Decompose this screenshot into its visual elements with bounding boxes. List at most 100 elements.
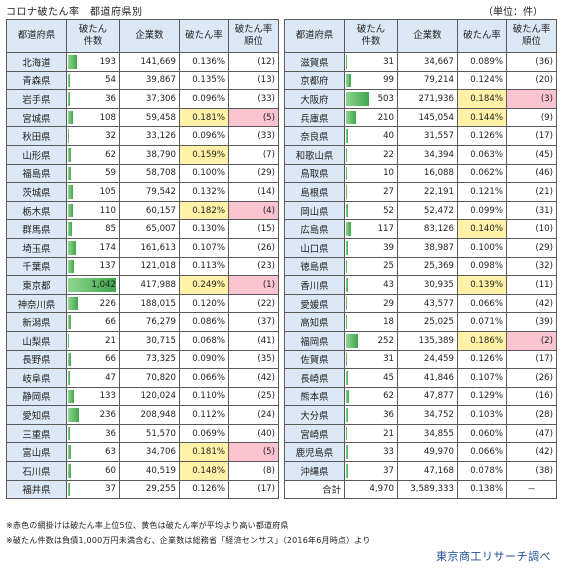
- prefecture-cell: 岐阜県: [6, 368, 67, 388]
- count-value: 21: [383, 428, 394, 439]
- prefecture-cell: 愛媛県: [284, 293, 345, 314]
- rank-cell: (45): [506, 144, 557, 165]
- count-bar: [68, 371, 71, 385]
- count-bar: [68, 240, 76, 255]
- count-cell: 36: [66, 89, 120, 109]
- count-bar: [68, 296, 79, 311]
- prefecture-cell: 大阪府: [284, 89, 345, 109]
- count-cell: 43: [344, 275, 398, 295]
- count-bar: [346, 240, 348, 255]
- companies-cell: 59,458: [119, 107, 180, 128]
- rate-cell: 0.099%: [457, 200, 507, 221]
- table-row: 佐賀県 31 24,459 0.126% (17): [284, 349, 557, 370]
- count-cell: 21: [344, 423, 398, 444]
- prefecture-cell: 佐賀県: [284, 349, 345, 370]
- note-highlight: ※赤色の網掛けは破たん率上位5位、黄色は破たん率が平均より高い都道府県: [6, 521, 289, 530]
- rank-cell: (9): [506, 107, 557, 128]
- rate-cell: 0.113%: [179, 256, 229, 277]
- table-row: 愛知県 236 208,948 0.112% (24): [6, 405, 279, 425]
- count-bar: [346, 203, 349, 218]
- count-bar: [346, 389, 349, 404]
- prefecture-cell: 山口県: [284, 237, 345, 258]
- header-prefecture: 都道府県: [6, 19, 67, 53]
- count-cell: 193: [66, 52, 120, 72]
- companies-cell: 22,191: [397, 182, 458, 202]
- table-row: 岡山県 52 52,472 0.099% (31): [284, 200, 557, 221]
- rank-cell: (10): [506, 219, 557, 239]
- rank-cell: (38): [506, 461, 557, 481]
- count-value: 110: [99, 205, 116, 216]
- rank-cell: (26): [506, 368, 557, 388]
- table-row: 福井県 37 29,255 0.126% (17): [6, 479, 279, 500]
- count-value: 226: [99, 298, 116, 309]
- rank-cell: (29): [228, 163, 279, 184]
- table-row: 徳島県 25 25,369 0.098% (32): [284, 256, 557, 277]
- table-row: 山形県 62 38,790 0.159% (7): [6, 144, 279, 165]
- table-right: 都道府県 破たん 件数 企業数 破たん率 破たん率 順位 滋賀県 31 34,667 0.089%…: [284, 19, 557, 500]
- companies-cell: 30,935: [397, 275, 458, 295]
- rate-cell: 0.096%: [179, 126, 229, 146]
- rate-cell: 0.062%: [457, 163, 507, 184]
- rate-cell: 0.182%: [179, 200, 229, 221]
- count-value: 40: [383, 131, 394, 142]
- table-row: 東京都 1,042 417,988 0.249% (1): [6, 275, 279, 295]
- companies-cell: 47,877: [397, 386, 458, 407]
- companies-cell: 25,025: [397, 312, 458, 332]
- count-value: 252: [377, 335, 394, 346]
- count-cell: 29: [344, 293, 398, 314]
- companies-cell: 52,472: [397, 200, 458, 221]
- table-left: 都道府県 破たん 件数 企業数 破たん率 破たん率 順位 北海道 193 141,669 0.13…: [6, 19, 279, 500]
- count-value: 133: [99, 391, 116, 402]
- rank-cell: (47): [506, 423, 557, 444]
- count-value: 52: [383, 205, 394, 216]
- page-title: コロナ破たん率 都道府県別: [6, 7, 143, 18]
- prefecture-cell: 宮崎県: [284, 423, 345, 444]
- rate-cell: 0.066%: [457, 293, 507, 314]
- rate-cell: 0.069%: [179, 423, 229, 444]
- prefecture-cell: 山形県: [6, 144, 67, 165]
- prefecture-cell: 静岡県: [6, 386, 67, 407]
- count-bar: [346, 352, 348, 367]
- companies-cell: 188,015: [119, 293, 180, 314]
- count-bar: [346, 315, 347, 329]
- count-bar: [68, 222, 72, 236]
- rank-cell: (28): [506, 405, 557, 425]
- rank-cell: (23): [228, 256, 279, 277]
- prefecture-cell: 千葉県: [6, 256, 67, 277]
- companies-cell: 49,970: [397, 442, 458, 463]
- count-value: 210: [377, 112, 394, 123]
- rank-cell: (3): [506, 89, 557, 109]
- prefecture-cell: 三重県: [6, 423, 67, 444]
- table-row: 北海道 193 141,669 0.136% (12): [6, 52, 279, 72]
- count-value: 117: [377, 224, 394, 235]
- count-value: 22: [383, 149, 394, 160]
- rank-cell: (7): [228, 144, 279, 165]
- count-bar: [346, 147, 347, 162]
- companies-cell: 30,715: [119, 330, 180, 351]
- unit-label: （単位：件）: [483, 7, 543, 18]
- companies-cell: 43,577: [397, 293, 458, 314]
- rate-cell: 0.129%: [457, 386, 507, 407]
- count-value: 54: [105, 75, 116, 86]
- companies-cell: 29,255: [119, 479, 180, 500]
- count-cell: 45: [344, 368, 398, 388]
- count-cell: 66: [66, 349, 120, 370]
- rank-cell: (37): [228, 312, 279, 332]
- count-bar: [346, 445, 348, 460]
- table-row: 大阪府 503 271,936 0.184% (3): [284, 89, 557, 109]
- table-row: 石川県 60 40,519 0.148% (8): [6, 461, 279, 481]
- companies-cell: 16,088: [397, 163, 458, 184]
- prefecture-cell: 高知県: [284, 312, 345, 332]
- companies-cell: 25,369: [397, 256, 458, 277]
- table-row: 埼玉県 174 161,613 0.107% (26): [6, 237, 279, 258]
- count-cell: 40: [344, 126, 398, 146]
- rate-cell: 0.130%: [179, 219, 229, 239]
- companies-cell: 38,987: [397, 237, 458, 258]
- rate-cell: 0.068%: [179, 330, 229, 351]
- rate-cell: 0.159%: [179, 144, 229, 165]
- count-value: 37: [105, 484, 116, 495]
- table-row: 神奈川県 226 188,015 0.120% (22): [6, 293, 279, 314]
- companies-cell: 24,459: [397, 349, 458, 370]
- rank-cell: (20): [506, 70, 557, 91]
- count-bar: [346, 464, 348, 478]
